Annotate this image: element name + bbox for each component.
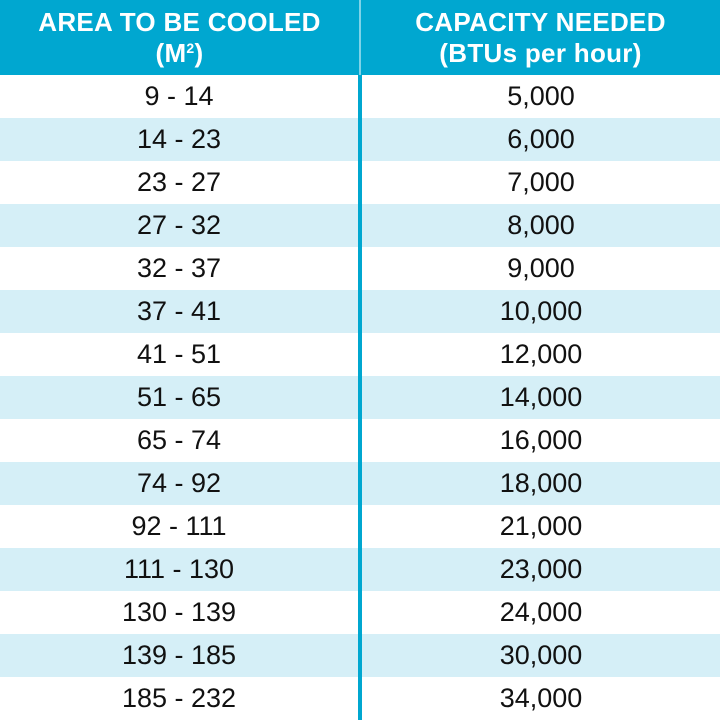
capacity-cell: 34,000 — [499, 683, 583, 713]
area-cell: 74 - 92 — [0, 462, 362, 505]
area-cell: 14 - 23 — [0, 118, 362, 161]
table-row: 32 - 37 9,000 — [0, 247, 720, 290]
capacity-cell: 8,000 — [507, 210, 575, 240]
header-area-line1: AREA TO BE COOLED — [38, 6, 321, 37]
area-cell: 65 - 74 — [0, 419, 362, 462]
header-capacity-line2: (BTUs per hour) — [439, 37, 642, 68]
capacity-cell: 14,000 — [499, 382, 583, 412]
table-row: 23 - 27 7,000 — [0, 161, 720, 204]
capacity-cell: 21,000 — [499, 511, 583, 541]
header-area-paren: ) — [194, 37, 204, 68]
capacity-cell: 9,000 — [507, 253, 575, 283]
capacity-cell: 5,000 — [507, 81, 575, 111]
table-row: 27 - 32 8,000 — [0, 204, 720, 247]
capacity-cell: 23,000 — [499, 554, 583, 584]
table-row: 130 - 139 24,000 — [0, 591, 720, 634]
area-cell: 27 - 32 — [0, 204, 362, 247]
table-row: 92 - 111 21,000 — [0, 505, 720, 548]
area-cell: 139 - 185 — [0, 634, 362, 677]
area-cell: 130 - 139 — [0, 591, 362, 634]
capacity-cell: 7,000 — [507, 167, 575, 197]
table-row: 41 - 51 12,000 — [0, 333, 720, 376]
table-row: 14 - 23 6,000 — [0, 118, 720, 161]
header-area-line2: (M2) — [0, 38, 359, 69]
capacity-cell: 30,000 — [499, 640, 583, 670]
header-capacity-line1: CAPACITY NEEDED — [415, 6, 666, 37]
header-area: AREA TO BE COOLED (M2) — [0, 0, 361, 75]
header-area-superscript: 2 — [186, 39, 195, 56]
capacity-cell: 12,000 — [499, 339, 583, 369]
table-row: 9 - 14 5,000 — [0, 75, 720, 118]
table-row: 139 - 185 30,000 — [0, 634, 720, 677]
area-cell: 32 - 37 — [0, 247, 362, 290]
capacity-cell: 16,000 — [499, 425, 583, 455]
capacity-cell: 24,000 — [499, 597, 583, 627]
area-cell: 111 - 130 — [0, 548, 362, 591]
table-row: 111 - 130 23,000 — [0, 548, 720, 591]
area-cell: 51 - 65 — [0, 376, 362, 419]
table-row: 185 - 232 34,000 — [0, 677, 720, 720]
area-cell: 37 - 41 — [0, 290, 362, 333]
capacity-cell: 18,000 — [499, 468, 583, 498]
table-row: 74 - 92 18,000 — [0, 462, 720, 505]
capacity-cell: 10,000 — [499, 296, 583, 326]
table-row: 65 - 74 16,000 — [0, 419, 720, 462]
table-header: AREA TO BE COOLED (M2) CAPACITY NEEDED (… — [0, 0, 720, 75]
header-capacity: CAPACITY NEEDED (BTUs per hour) — [361, 0, 720, 75]
area-cell: 185 - 232 — [0, 677, 362, 720]
table-body: 9 - 14 5,000 14 - 23 6,000 23 - 27 7,000 27 - … — [0, 75, 720, 720]
header-area-unit: (M — [155, 37, 187, 68]
area-cell: 23 - 27 — [0, 161, 362, 204]
table-row: 51 - 65 14,000 — [0, 376, 720, 419]
area-cell: 41 - 51 — [0, 333, 362, 376]
area-cell: 9 - 14 — [0, 75, 362, 118]
area-cell: 92 - 111 — [0, 505, 362, 548]
table-row: 37 - 41 10,000 — [0, 290, 720, 333]
capacity-cell: 6,000 — [507, 124, 575, 154]
